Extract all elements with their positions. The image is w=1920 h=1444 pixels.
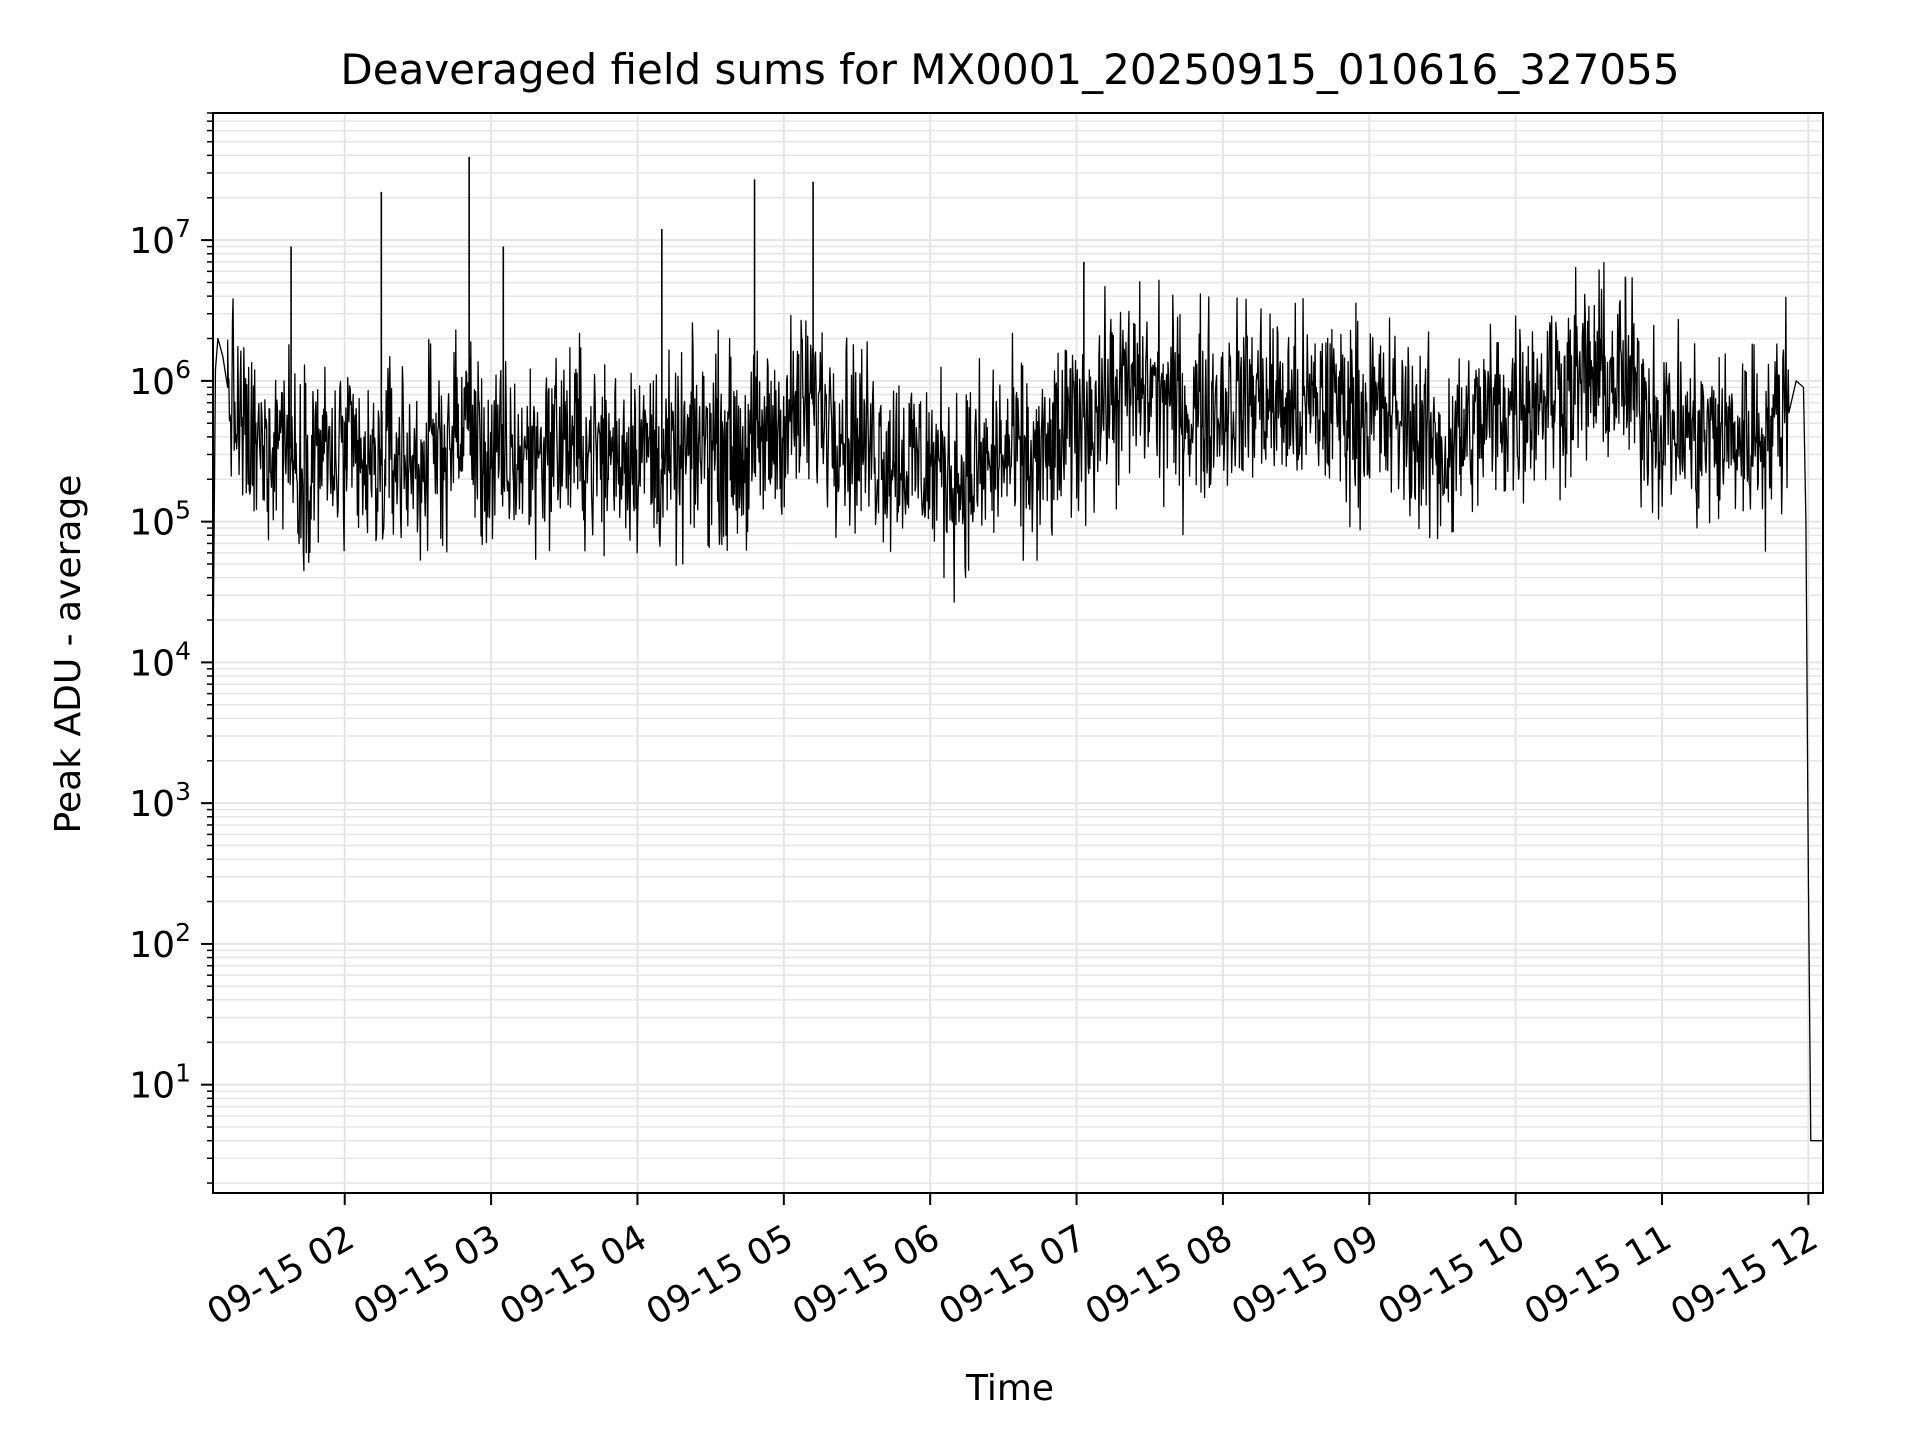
y-tick-label: 107 xyxy=(129,214,191,262)
grid-lines xyxy=(213,112,1823,1193)
y-tick-label: 103 xyxy=(129,777,191,825)
series-line xyxy=(212,261,1823,1142)
y-tick-label: 104 xyxy=(129,636,191,684)
plot-frame xyxy=(212,112,1824,1194)
y-tick-label: 101 xyxy=(129,1059,191,1107)
y-axis-label: Peak ADU - average xyxy=(48,475,89,834)
series-layer xyxy=(212,156,1823,1142)
y-axis-ticks: 101 102 103 104 105 106 107 xyxy=(129,112,213,1184)
y-tick-label: 105 xyxy=(129,496,191,544)
y-tick-label: 106 xyxy=(129,355,191,403)
x-axis-label: Time xyxy=(965,1368,1054,1409)
y-tick-label: 102 xyxy=(129,918,191,966)
chart-title: Deaveraged field sums for MX0001_2025091… xyxy=(340,45,1679,94)
